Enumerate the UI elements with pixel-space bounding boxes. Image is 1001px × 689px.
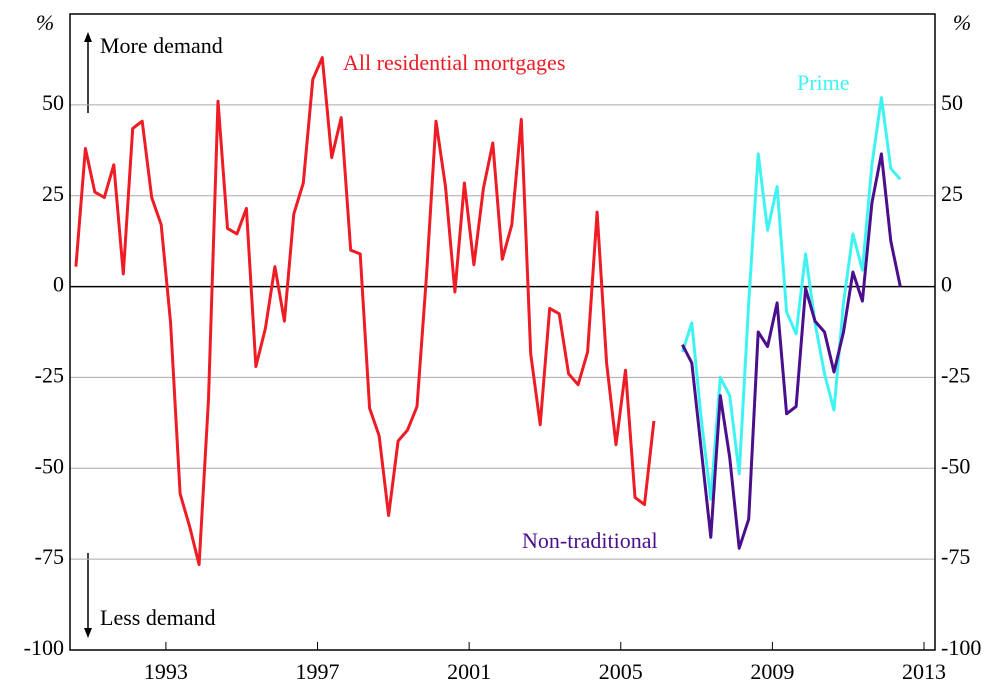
y-tick-label: -100 xyxy=(24,635,64,660)
y-tick-label-right: -75 xyxy=(941,544,970,569)
series-label: Prime xyxy=(797,70,850,95)
series-label: All residential mortgages xyxy=(343,50,565,75)
y-tick-label-right: 0 xyxy=(941,272,952,297)
y-tick-label-right: 50 xyxy=(941,90,963,115)
x-tick-label: 2005 xyxy=(599,659,643,684)
y-tick-label: 0 xyxy=(53,272,64,297)
y-unit-right: % xyxy=(953,10,971,35)
y-unit-left: % xyxy=(36,10,54,35)
y-tick-label: 50 xyxy=(42,90,64,115)
arrow-up-head xyxy=(84,32,92,42)
y-tick-label: -75 xyxy=(35,544,64,569)
x-tick-label: 2013 xyxy=(902,659,946,684)
y-tick-label-right: -50 xyxy=(941,453,970,478)
x-tick-label: 2001 xyxy=(447,659,491,684)
series-label: Non-traditional xyxy=(522,528,658,553)
y-tick-label: -50 xyxy=(35,453,64,478)
plot-frame xyxy=(69,13,936,651)
x-tick-label: 1997 xyxy=(296,659,340,684)
series-line xyxy=(680,96,902,501)
y-tick-label-right: -25 xyxy=(941,362,970,387)
annotation: Less demand xyxy=(100,605,215,630)
y-tick-label-right: 25 xyxy=(941,181,963,206)
y-tick-label: -25 xyxy=(35,362,64,387)
series-line xyxy=(681,152,902,550)
x-tick-label: 1993 xyxy=(144,659,188,684)
y-tick-label: 25 xyxy=(42,181,64,206)
x-tick-label: 2009 xyxy=(750,659,794,684)
series-line xyxy=(74,56,656,567)
arrow-down-head xyxy=(84,628,92,638)
y-tick-label-right: -100 xyxy=(941,635,981,660)
annotation: More demand xyxy=(100,33,223,58)
